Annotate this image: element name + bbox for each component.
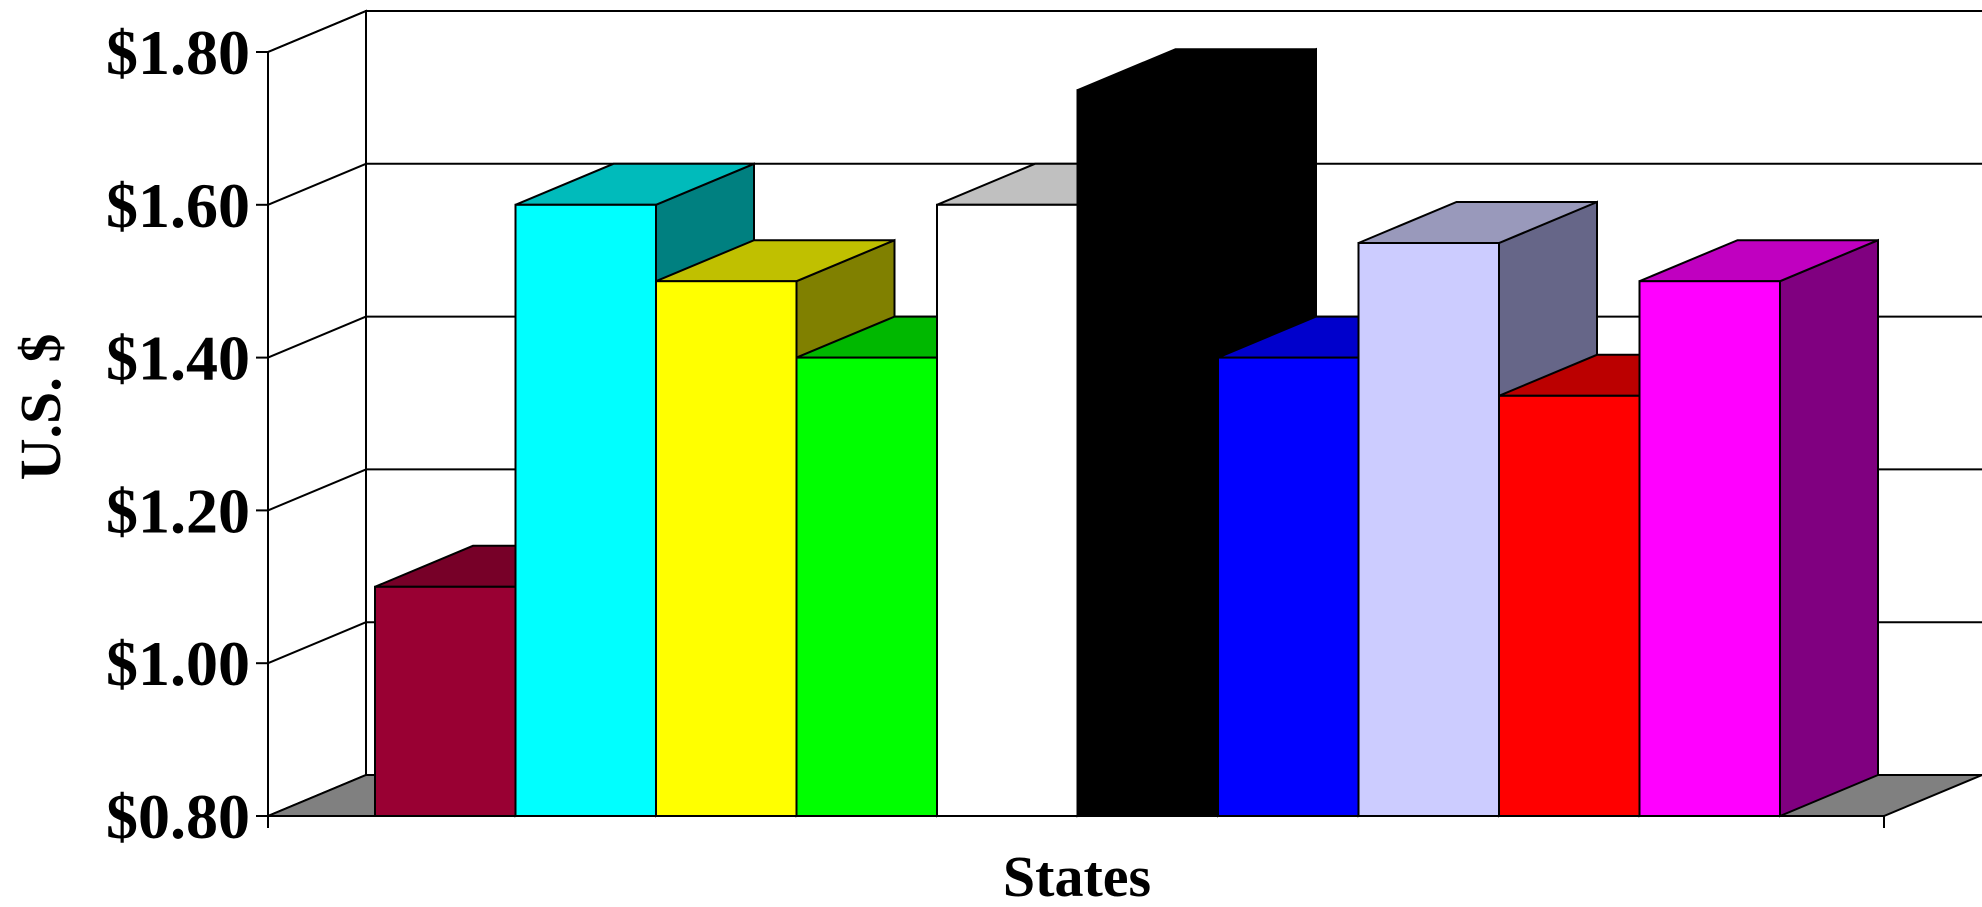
bar [374,585,517,817]
gridline-side [267,315,367,359]
bar [655,280,798,817]
y-tick-label: $0.80 [106,781,250,852]
bar-group [1638,238,1879,818]
bar [795,356,938,817]
bars [374,47,1879,818]
y-tick-label: $1.80 [106,17,250,88]
gridline-side [267,10,367,53]
y-tick-label: $1.40 [106,323,250,394]
y-tick-label: $1.00 [106,628,250,699]
gridline-side [267,621,367,665]
bar [1638,280,1781,817]
y-axis-title: U.S. $ [8,334,73,481]
bar [1217,356,1360,817]
bar-side [1779,238,1879,818]
y-axis: $0.80 $1.00 $1.20 $1.40 $1.60 $1.80 [106,17,1885,852]
bar [1076,89,1219,817]
x-axis-title: States [1003,844,1151,907]
y-tick-label: $1.60 [106,170,250,241]
gridline-side [267,162,367,206]
bar [936,203,1079,818]
y-tick-label: $1.20 [106,475,250,546]
bar [514,203,657,818]
bar [1357,242,1500,817]
bar [1498,394,1641,817]
gridline-side [267,468,367,512]
side-wall [267,9,367,818]
